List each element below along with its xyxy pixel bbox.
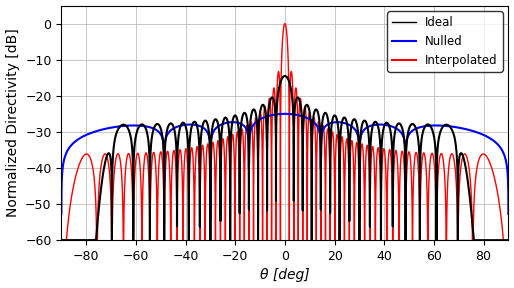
Nulled xyxy=(282,112,288,115)
Interpolated xyxy=(454,155,460,159)
Nulled xyxy=(108,126,114,129)
Interpolated xyxy=(394,124,400,127)
Legend: Ideal, Nulled, Interpolated: Ideal, Nulled, Interpolated xyxy=(388,12,503,72)
Nulled xyxy=(201,127,208,130)
X-axis label: θ [deg]: θ [deg] xyxy=(260,268,310,283)
Interpolated xyxy=(58,238,64,242)
Interpolated xyxy=(505,238,511,242)
Interpolated xyxy=(421,126,428,130)
Nulled xyxy=(394,127,400,130)
Ideal xyxy=(108,200,114,204)
Interpolated xyxy=(108,161,114,165)
Interpolated xyxy=(438,127,445,130)
Interpolated xyxy=(201,119,208,123)
Nulled xyxy=(438,124,445,127)
Ideal xyxy=(421,152,428,156)
Nulled xyxy=(421,125,428,128)
Line: Nulled: Nulled xyxy=(61,114,508,219)
Ideal xyxy=(394,152,400,156)
Y-axis label: Normalized Directivity [dB]: Normalized Directivity [dB] xyxy=(6,29,20,217)
Nulled xyxy=(454,126,460,129)
Line: Interpolated: Interpolated xyxy=(61,76,508,240)
Nulled xyxy=(207,217,213,220)
Interpolated xyxy=(282,74,288,78)
Ideal xyxy=(282,22,288,25)
Ideal xyxy=(201,172,208,176)
Ideal xyxy=(454,196,460,200)
Nulled xyxy=(58,212,64,216)
Nulled xyxy=(505,212,511,216)
Line: Ideal: Ideal xyxy=(61,24,508,288)
Ideal xyxy=(438,152,445,156)
